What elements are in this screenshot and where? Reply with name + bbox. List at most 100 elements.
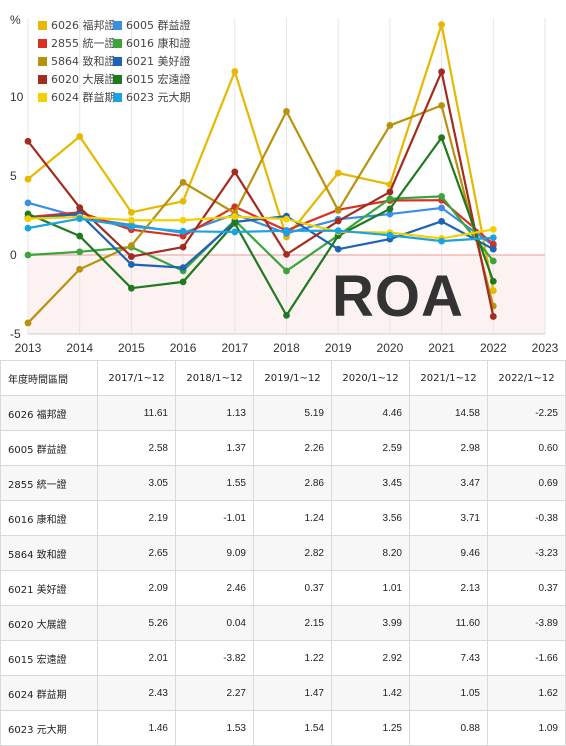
roa-value-cell: 1.55 — [175, 465, 254, 501]
table-row: 6015 宏遠證 2.01 -3.82 1.22 2.92 7.43 -1.66 — [0, 640, 566, 676]
data-point — [386, 205, 394, 213]
legend-swatch — [38, 93, 47, 102]
data-point — [179, 178, 187, 186]
roa-value-cell: 7.43 — [409, 640, 488, 676]
data-point — [76, 265, 84, 273]
series-line — [27, 23, 495, 291]
data-point — [489, 226, 497, 233]
series-line — [27, 217, 494, 243]
roa-value-cell: 1.13 — [175, 395, 254, 431]
data-point — [438, 204, 445, 212]
legend-label: 6005 群益證 — [126, 18, 191, 32]
legend-swatch — [38, 39, 47, 48]
company-name-cell: 6005 群益證 — [0, 430, 98, 466]
roa-value-cell: 2.19 — [97, 500, 176, 536]
data-point — [386, 210, 394, 218]
roa-value-cell: -3.89 — [487, 605, 566, 641]
table-row: 2855 統一證 3.05 1.55 2.86 3.45 3.47 0.69 — [0, 465, 566, 501]
legend-label: 5864 致和證 — [51, 54, 116, 68]
company-name-cell: 6015 宏遠證 — [0, 640, 98, 676]
roa-value-cell: 5.26 — [97, 605, 176, 641]
data-point — [438, 217, 445, 225]
company-name-cell: 6026 福邦證 — [0, 395, 98, 431]
roa-value-cell: 2.58 — [97, 430, 176, 466]
series-line — [27, 215, 494, 240]
legend-label: 6016 康和證 — [126, 36, 191, 50]
x-tick-label: 2020 — [377, 341, 404, 355]
roa-value-cell: 5.19 — [253, 395, 332, 431]
roa-value-cell: 0.69 — [487, 465, 566, 501]
roa-value-cell: -0.38 — [487, 500, 566, 536]
data-point — [334, 217, 342, 225]
y-unit-label: % — [10, 13, 21, 27]
x-tick-label: 2017 — [221, 341, 248, 355]
data-point — [489, 257, 497, 265]
roa-value-cell: 9.09 — [175, 535, 254, 571]
roa-value-cell: 0.88 — [409, 710, 488, 746]
roa-value-cell: 2.27 — [175, 675, 254, 711]
roa-value-cell: 0.60 — [487, 430, 566, 466]
data-point — [127, 223, 135, 230]
roa-value-cell: 0.37 — [487, 570, 566, 606]
data-point — [489, 234, 497, 242]
roa-value-cell: 2.59 — [331, 430, 410, 466]
roa-value-cell: 3.99 — [331, 605, 410, 641]
roa-value-cell: 1.62 — [487, 675, 566, 711]
roa-value-cell: 2.13 — [409, 570, 488, 606]
legend-swatch — [38, 57, 47, 66]
data-point — [283, 215, 290, 223]
data-point — [24, 215, 32, 223]
x-tick-label: 2023 — [532, 341, 559, 355]
legend-swatch — [113, 93, 122, 102]
header-2018: 2018/1~12 — [175, 360, 254, 396]
roa-value-cell: 1.42 — [331, 675, 410, 711]
roa-value-cell: 3.47 — [409, 465, 488, 501]
legend-label: 2855 統一證 — [51, 36, 116, 50]
header-2017: 2017/1~12 — [97, 360, 176, 396]
data-point — [179, 197, 187, 205]
data-point — [231, 228, 239, 236]
data-point — [283, 311, 290, 319]
roa-value-cell: 2.98 — [409, 430, 488, 466]
data-point — [334, 245, 342, 253]
x-tick-label: 2018 — [273, 341, 300, 355]
data-point — [231, 168, 239, 176]
legend-label: 6020 大展證 — [51, 72, 116, 86]
roa-value-cell: 0.37 — [253, 570, 332, 606]
data-point — [24, 175, 32, 183]
x-tick-label: 2019 — [325, 341, 352, 355]
data-point — [386, 122, 394, 129]
data-point — [283, 250, 290, 258]
roa-value-cell: 1.05 — [409, 675, 488, 711]
data-point — [438, 68, 445, 76]
data-point — [489, 240, 497, 248]
roa-value-cell: 1.24 — [253, 500, 332, 536]
table-row: 6024 群益期 2.43 2.27 1.47 1.42 1.05 1.62 — [0, 675, 566, 711]
data-point — [386, 231, 394, 239]
data-point — [24, 199, 32, 207]
legend-swatch — [38, 75, 47, 84]
data-point — [283, 267, 290, 275]
data-point — [179, 227, 187, 235]
legend-swatch — [113, 39, 122, 48]
header-2022: 2022/1~12 — [487, 360, 566, 396]
data-point — [127, 284, 135, 292]
data-point — [438, 237, 445, 245]
data-point — [76, 248, 84, 256]
data-point — [179, 264, 187, 272]
series-line — [27, 104, 495, 324]
roa-value-cell: -2.25 — [487, 395, 566, 431]
roa-value-cell: 2.09 — [97, 570, 176, 606]
header-2019: 2019/1~12 — [253, 360, 332, 396]
legend-swatch — [113, 57, 122, 66]
roa-value-cell: 1.46 — [97, 710, 176, 746]
data-point — [127, 216, 135, 224]
roa-value-cell: 2.92 — [331, 640, 410, 676]
data-point — [76, 232, 84, 240]
roa-value-cell: 2.26 — [253, 430, 332, 466]
company-name-cell: 2855 統一證 — [0, 465, 98, 501]
table-row: 6020 大展證 5.26 0.04 2.15 3.99 11.60 -3.89 — [0, 605, 566, 641]
data-point — [489, 313, 497, 320]
data-point — [231, 68, 239, 75]
data-point — [438, 192, 445, 200]
